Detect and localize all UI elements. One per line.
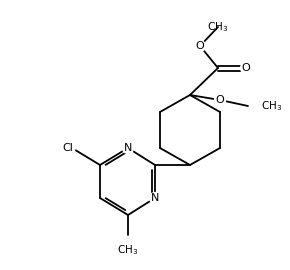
Text: Cl: Cl (63, 143, 73, 153)
Text: CH$_3$: CH$_3$ (207, 20, 229, 34)
Text: CH$_3$: CH$_3$ (261, 99, 282, 113)
Text: N: N (124, 143, 132, 153)
Circle shape (215, 94, 226, 106)
Circle shape (195, 40, 206, 52)
Circle shape (61, 141, 75, 155)
Circle shape (240, 62, 251, 73)
Text: N: N (151, 193, 159, 203)
Text: O: O (196, 41, 204, 51)
Text: O: O (216, 95, 224, 105)
Circle shape (150, 193, 160, 204)
Text: O: O (242, 63, 250, 73)
Text: CH$_3$: CH$_3$ (117, 243, 139, 257)
Circle shape (122, 143, 133, 154)
